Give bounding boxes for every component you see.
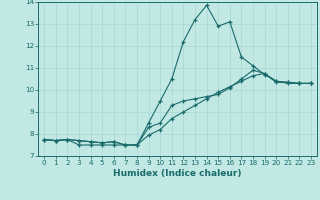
X-axis label: Humidex (Indice chaleur): Humidex (Indice chaleur)	[113, 169, 242, 178]
